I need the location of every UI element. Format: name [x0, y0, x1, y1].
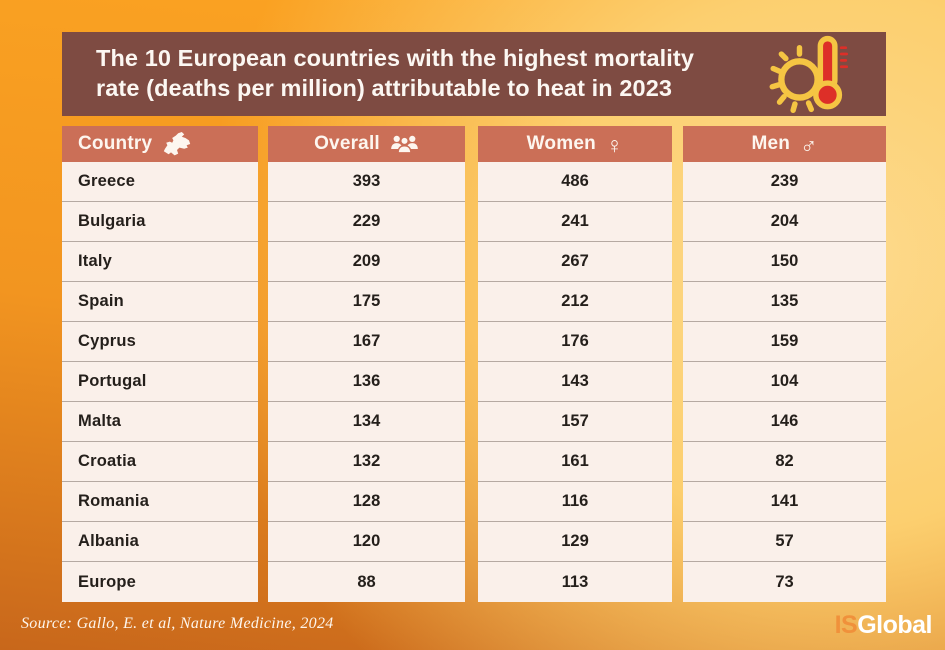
- country-cell: Spain: [62, 282, 258, 322]
- value-cell: 150: [683, 242, 886, 282]
- value-cell: 143: [478, 362, 672, 402]
- value-cell: 129: [478, 522, 672, 562]
- value-cell: 157: [478, 402, 672, 442]
- value-cell: 73: [683, 562, 886, 602]
- value-cell: 146: [683, 402, 886, 442]
- logo-global: Global: [857, 611, 932, 639]
- value-cell: 141: [683, 482, 886, 522]
- value-cell: 239: [683, 162, 886, 202]
- country-cell: Portugal: [62, 362, 258, 402]
- title-bar: The 10 European countries with the highe…: [62, 32, 886, 116]
- value-cell: 82: [683, 442, 886, 482]
- column-header-overall: Overall: [268, 126, 465, 162]
- value-cell: 88: [268, 562, 465, 602]
- column-label: Country: [78, 133, 153, 154]
- value-cell: 204: [683, 202, 886, 242]
- value-cell: 175: [268, 282, 465, 322]
- value-cell: 159: [683, 322, 886, 362]
- value-cell: 486: [478, 162, 672, 202]
- sun-thermometer-icon: [769, 35, 849, 113]
- value-cell: 134: [268, 402, 465, 442]
- mortality-table: Country Greece Bulgaria Italy Spain Cyprus Po…: [62, 126, 886, 602]
- page-title: The 10 European countries with the highe…: [62, 44, 694, 103]
- column-label: Women: [526, 133, 596, 154]
- country-cell: Europe: [62, 562, 258, 602]
- column-header-country: Country: [62, 126, 258, 162]
- column-men: Men ♂ 239 204 150 135 159 104 146 82 141 57 73: [683, 126, 886, 602]
- logo-is: IS: [834, 611, 858, 639]
- value-cell: 128: [268, 482, 465, 522]
- column-overall: Overall 393 229 209 175 167 136 134 132 128 120 88: [268, 126, 465, 602]
- column-header-women: Women ♀: [478, 126, 672, 162]
- country-cell: Romania: [62, 482, 258, 522]
- value-cell: 241: [478, 202, 672, 242]
- value-cell: 229: [268, 202, 465, 242]
- value-cell: 209: [268, 242, 465, 282]
- users-icon: [391, 135, 418, 154]
- country-cell: Bulgaria: [62, 202, 258, 242]
- europe-map-icon: [164, 132, 191, 156]
- country-cell: Greece: [62, 162, 258, 202]
- value-cell: 113: [478, 562, 672, 602]
- column-label: Overall: [314, 133, 380, 154]
- country-cell: Malta: [62, 402, 258, 442]
- value-cell: 135: [683, 282, 886, 322]
- country-cell: Albania: [62, 522, 258, 562]
- value-cell: 132: [268, 442, 465, 482]
- column-label: Men: [751, 133, 791, 154]
- country-cell: Cyprus: [62, 322, 258, 362]
- value-cell: 57: [683, 522, 886, 562]
- male-icon: ♂: [800, 131, 818, 158]
- column-women: Women ♀ 486 241 267 212 176 143 157 161 116 129 113: [478, 126, 672, 602]
- country-cell: Italy: [62, 242, 258, 282]
- value-cell: 176: [478, 322, 672, 362]
- title-line-1: The 10 European countries with the highe…: [96, 45, 695, 72]
- title-line-2: rate (deaths per million) attributable t…: [96, 75, 673, 101]
- value-cell: 167: [268, 322, 465, 362]
- value-cell: 393: [268, 162, 465, 202]
- value-cell: 212: [478, 282, 672, 322]
- value-cell: 161: [478, 442, 672, 482]
- value-cell: 120: [268, 522, 465, 562]
- value-cell: 116: [478, 482, 672, 522]
- column-header-men: Men ♂: [683, 126, 886, 162]
- country-cell: Croatia: [62, 442, 258, 482]
- source-text: Source: Gallo, E. et al, Nature Medicine…: [21, 615, 334, 632]
- value-cell: 267: [478, 242, 672, 282]
- value-cell: 136: [268, 362, 465, 402]
- female-icon: ♀: [605, 131, 624, 158]
- column-country: Country Greece Bulgaria Italy Spain Cyprus Po…: [62, 126, 258, 602]
- isglobal-logo: ISGlobal: [834, 611, 933, 640]
- value-cell: 104: [683, 362, 886, 402]
